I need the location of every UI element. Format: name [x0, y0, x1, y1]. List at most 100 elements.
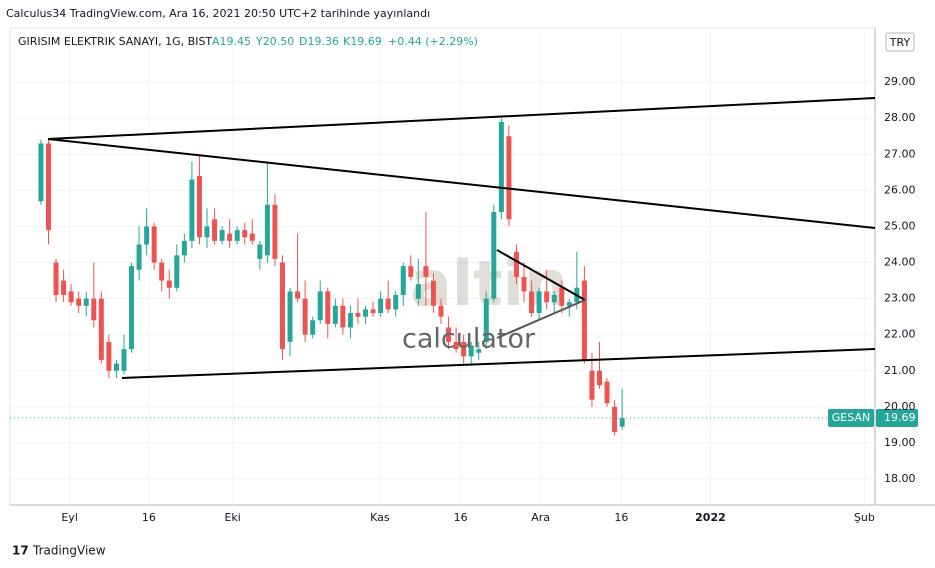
candle-body: [249, 233, 255, 241]
candle-body: [279, 262, 285, 350]
y-tick-label: 27.00: [884, 147, 916, 160]
candle-body: [91, 298, 97, 321]
x-tick-label: 16: [614, 511, 628, 524]
candle-body: [227, 233, 233, 241]
candle-body: [121, 349, 127, 371]
candle-body: [68, 291, 74, 303]
candle-body: [566, 302, 572, 306]
candle-body: [325, 291, 331, 324]
logo-mark: 17: [12, 544, 29, 558]
candle-body: [181, 240, 187, 256]
candle-body: [129, 266, 135, 350]
candle-body: [272, 204, 278, 259]
candle-body: [204, 226, 210, 238]
y-tick-label: 23.00: [884, 292, 916, 305]
candle-body: [159, 262, 165, 281]
candle-body: [521, 276, 527, 292]
legend-value: K19.69: [343, 35, 382, 48]
candle-body: [559, 287, 565, 306]
trend-line: [47, 138, 876, 229]
last-price-tag: [828, 409, 874, 428]
legend-value: Y20.50: [255, 35, 294, 48]
y-tick-label: 21.00: [884, 364, 916, 377]
candle-body: [385, 298, 391, 310]
candle-body: [461, 341, 467, 357]
last-price-value: 19.69: [884, 411, 916, 424]
x-tick-label: 2022: [695, 511, 726, 524]
candle-body: [317, 291, 323, 321]
candle-body: [604, 381, 610, 404]
x-tick-label: Kas: [370, 511, 390, 524]
currency-box[interactable]: [885, 32, 915, 52]
footer-text: TradingView: [32, 544, 106, 558]
candle-body: [430, 280, 436, 306]
last-price-box: [876, 409, 918, 428]
last-price-symbol: GESAN: [832, 411, 870, 424]
y-tick-label: 25.00: [884, 219, 916, 232]
candle-body: [393, 295, 399, 310]
candle-body: [302, 298, 308, 335]
candle-body: [151, 226, 157, 263]
candle-body: [551, 295, 557, 303]
candle-body: [498, 121, 504, 213]
candle-body: [174, 255, 180, 288]
candle-body: [196, 175, 202, 238]
candle-body: [264, 204, 270, 256]
candle-body: [589, 370, 595, 400]
candle-body: [98, 298, 104, 360]
candle-body: [83, 298, 89, 306]
x-tick-label: 16: [454, 511, 468, 524]
y-tick-label: 20.00: [884, 400, 916, 413]
y-tick-label: 18.00: [884, 472, 916, 485]
candle-body: [415, 284, 421, 299]
candle-body: [340, 305, 346, 328]
candle-body: [355, 313, 361, 317]
y-tick-label: 22.00: [884, 328, 916, 341]
candle-body: [310, 320, 316, 335]
candle-body: [219, 230, 225, 241]
candle-body: [347, 313, 353, 328]
candle-body: [76, 298, 82, 306]
last-price: GESAN 19.69: [10, 409, 918, 428]
candle-body: [544, 291, 550, 303]
candle-body: [491, 212, 497, 299]
candle-body: [189, 179, 195, 241]
watermark-logo: altin: [410, 247, 568, 320]
candle-body: [295, 291, 301, 299]
candle-body: [38, 143, 44, 202]
candle-body: [370, 309, 376, 314]
candle-body: [113, 363, 119, 371]
candle-body: [468, 345, 474, 357]
candle-body: [619, 418, 625, 427]
legend-value: +0.44 (+2.29%): [388, 35, 478, 48]
candle-body: [332, 305, 338, 324]
candle-body: [536, 291, 542, 314]
x-tick-label: 16: [142, 511, 156, 524]
candle-body: [596, 370, 602, 386]
candle-body: [287, 291, 293, 342]
candle-body: [166, 280, 172, 288]
candle-body: [513, 251, 519, 277]
y-tick-label: 28.00: [884, 111, 916, 124]
candle-body: [234, 230, 240, 241]
candle-body: [363, 309, 369, 317]
candle-body: [53, 262, 59, 296]
x-tick-label: Eki: [224, 511, 240, 524]
legend: GIRISIM ELEKTRIK SANAYI, 1G, BIST A19.45…: [18, 35, 478, 48]
candle-body: [408, 266, 414, 277]
candle-body: [378, 298, 384, 314]
currency[interactable]: TRY: [889, 36, 911, 49]
candle-body: [529, 291, 535, 314]
y-tick-label: 29.00: [884, 75, 916, 88]
candle-body: [506, 136, 512, 220]
candle-body: [212, 219, 218, 241]
candle-body: [61, 280, 67, 296]
trend-lines: [47, 97, 876, 379]
candle-body: [483, 298, 489, 342]
candle-body: [423, 266, 429, 277]
trend-line: [496, 299, 586, 339]
symbol: GIRISIM ELEKTRIK SANAYI, 1G, BIST: [18, 35, 212, 48]
candle-body: [106, 341, 112, 371]
candle-body: [612, 406, 618, 433]
